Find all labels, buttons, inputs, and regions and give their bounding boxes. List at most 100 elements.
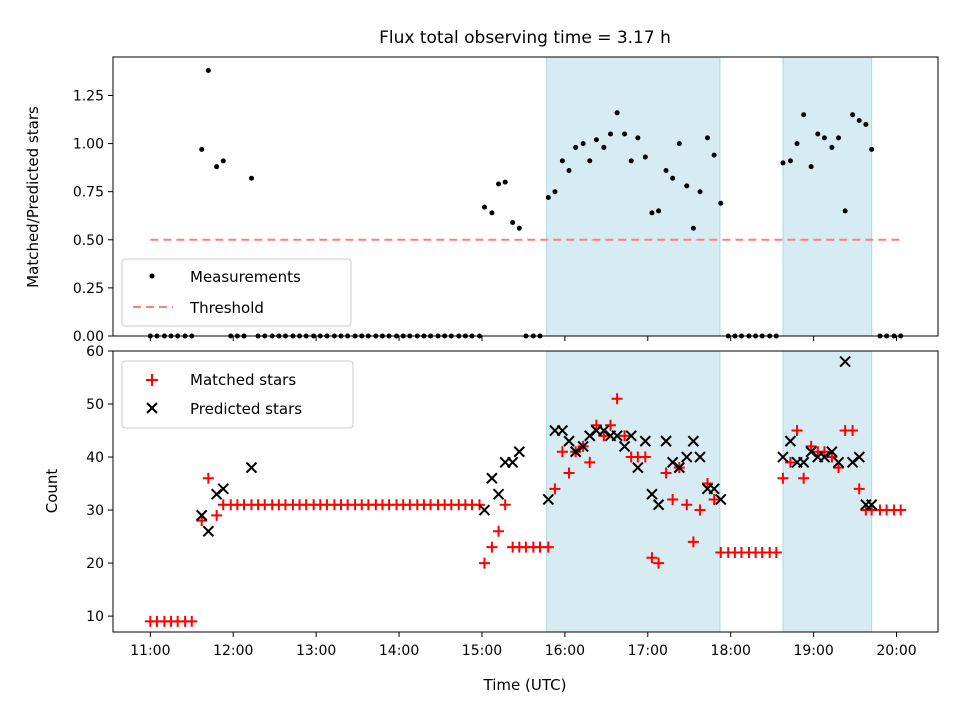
matched-star-point	[619, 430, 631, 442]
predicted-star-point	[797, 456, 810, 469]
measurement-point	[697, 189, 703, 195]
measurement-point	[842, 208, 848, 214]
matched-star-point	[639, 451, 651, 463]
measurement-point	[573, 144, 579, 150]
measurement-point	[628, 158, 634, 164]
matched-star-point	[196, 515, 208, 527]
matched-star-point	[687, 536, 699, 548]
y-tick-label: 0.50	[73, 233, 104, 249]
matched-star-point	[542, 541, 554, 553]
matched-star-point	[681, 499, 693, 511]
predicted-star-point	[478, 504, 491, 516]
y-tick-label: 0.75	[73, 185, 104, 201]
predicted-star-point	[625, 430, 637, 442]
bottom-points	[144, 355, 907, 627]
predicted-star-point	[652, 499, 665, 511]
bottom-ylabel: Count	[43, 469, 61, 514]
bottom-xlabel: Time (UTC)	[483, 676, 567, 694]
predicted-star-point	[777, 451, 789, 463]
bottom-legend: Matched stars Predicted stars	[121, 360, 354, 429]
matched-star-point	[798, 472, 810, 484]
matched-star-point	[784, 456, 796, 468]
matched-star-point	[590, 419, 602, 431]
predicted-star-point	[687, 435, 700, 447]
measurement-point	[829, 144, 835, 150]
measurement-point	[801, 112, 807, 118]
measurement-point	[718, 200, 724, 206]
measurement-point	[656, 208, 662, 214]
matched-star-point	[833, 462, 845, 474]
measurement-point	[220, 158, 226, 164]
x-tick-label: 20:00	[876, 643, 916, 659]
legend-threshold-label: Threshold	[189, 299, 264, 317]
x-tick-label: 11:00	[130, 643, 170, 659]
predicted-star-point	[694, 451, 706, 463]
measurement-point	[690, 225, 696, 231]
legend-predicted-label: Predicted stars	[190, 400, 302, 418]
measurement-point	[489, 210, 495, 216]
matched-star-point	[584, 456, 596, 468]
measurement-point	[205, 67, 211, 73]
measurement-point	[836, 135, 842, 141]
measurement-point	[711, 152, 717, 158]
predicted-star-point	[681, 451, 693, 463]
matched-star-point	[549, 483, 561, 495]
y-tick-label: 1.25	[73, 88, 104, 104]
matched-star-point	[563, 467, 575, 479]
predicted-star-point	[492, 488, 505, 500]
measurement-point	[199, 146, 205, 152]
measurement-point	[552, 189, 558, 195]
observing-span	[782, 350, 873, 633]
bottom-spans	[546, 350, 873, 633]
measurement-point	[808, 164, 814, 170]
predicted-star-point	[784, 435, 797, 447]
predicted-star-point	[542, 493, 555, 506]
legend-measurements-marker	[149, 273, 155, 279]
matched-star-point	[847, 425, 859, 437]
measurement-point	[593, 137, 599, 143]
measurement-point	[545, 194, 551, 200]
x-tick-label: 12:00	[213, 643, 253, 659]
bottom-yticks: 10 20 30 40 50 60	[86, 344, 113, 625]
predicted-star-point	[513, 446, 525, 458]
predicted-star-point	[569, 446, 582, 458]
measurement-point	[856, 117, 862, 123]
x-tick-label: 18:00	[711, 643, 751, 659]
measurement-point	[670, 175, 676, 181]
top-legend: Measurements Threshold	[121, 258, 352, 327]
measurement-point	[635, 135, 641, 141]
y-tick-label: 0.00	[73, 329, 104, 345]
matched-star-point	[598, 430, 610, 442]
bottom-axes-frame	[112, 350, 939, 633]
matched-star-point	[211, 509, 223, 521]
bottom-xticks: 11:00 12:00 13:00 14:00 15:00 16:00 17:00 18:00…	[130, 632, 917, 659]
predicted-star-point	[646, 488, 658, 500]
predicted-star-point	[202, 525, 215, 537]
measurement-point	[580, 141, 586, 147]
top-yticks: 0.00 0.25 0.50 0.75 1.00 1.25	[73, 88, 113, 345]
x-tick-label: 14:00	[379, 643, 419, 659]
measurement-point	[780, 160, 786, 166]
measurement-point	[787, 158, 793, 164]
observing-span	[546, 350, 721, 633]
measurement-point	[850, 112, 856, 118]
measurement-point	[248, 175, 254, 181]
predicted-star-point	[639, 435, 652, 447]
measurement-point	[214, 164, 220, 170]
top-ylabel: Matched/Predicted stars	[24, 106, 42, 288]
x-tick-label: 16:00	[545, 643, 585, 659]
predicted-star-point	[486, 472, 498, 484]
predicted-star-point	[708, 483, 720, 495]
measurement-point	[649, 210, 655, 216]
matched-star-point	[853, 483, 865, 495]
measurement-point	[863, 121, 869, 127]
y-tick-label: 50	[86, 397, 104, 413]
measurement-point	[607, 131, 613, 137]
measurement-point	[587, 158, 593, 164]
measurement-point	[496, 181, 502, 187]
y-tick-label: 1.00	[73, 137, 104, 153]
measurement-point	[481, 204, 487, 210]
matched-star-point	[791, 425, 803, 437]
chart-title: Flux total observing time = 3.17 h	[379, 28, 671, 48]
matched-star-point	[473, 499, 485, 511]
